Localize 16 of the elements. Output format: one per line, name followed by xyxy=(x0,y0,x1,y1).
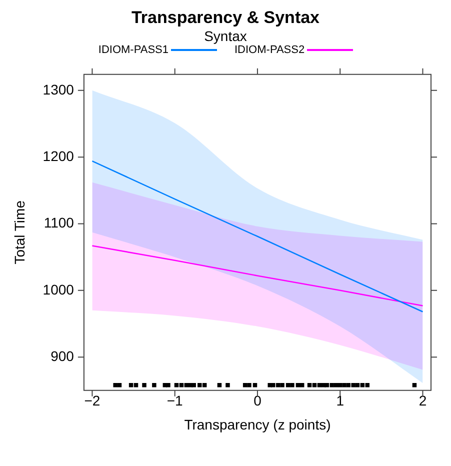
y-tick-label: 1100 xyxy=(44,214,74,231)
y-axis-title: Total Time xyxy=(11,200,28,264)
x-axis-title: Transparency (z points) xyxy=(184,416,331,432)
x-tick-label: 2 xyxy=(418,392,427,409)
legend-label: IDIOM-PASS1 xyxy=(98,44,168,56)
x-tick-label: −1 xyxy=(166,392,184,409)
y-tick-label: 900 xyxy=(50,348,74,364)
chart-title: Transparency & Syntax xyxy=(130,8,321,28)
x-tick-label: 0 xyxy=(254,392,262,409)
x-tick-label: 1 xyxy=(336,392,344,409)
y-tick-label: 1200 xyxy=(42,148,74,164)
y-tick-label: 1000 xyxy=(42,281,74,298)
legend-label: IDIOM-PASS2 xyxy=(234,44,305,56)
legend-title: Syntax xyxy=(203,28,248,44)
x-tick-label: −2 xyxy=(84,392,100,409)
y-tick-label: 1300 xyxy=(42,81,74,98)
